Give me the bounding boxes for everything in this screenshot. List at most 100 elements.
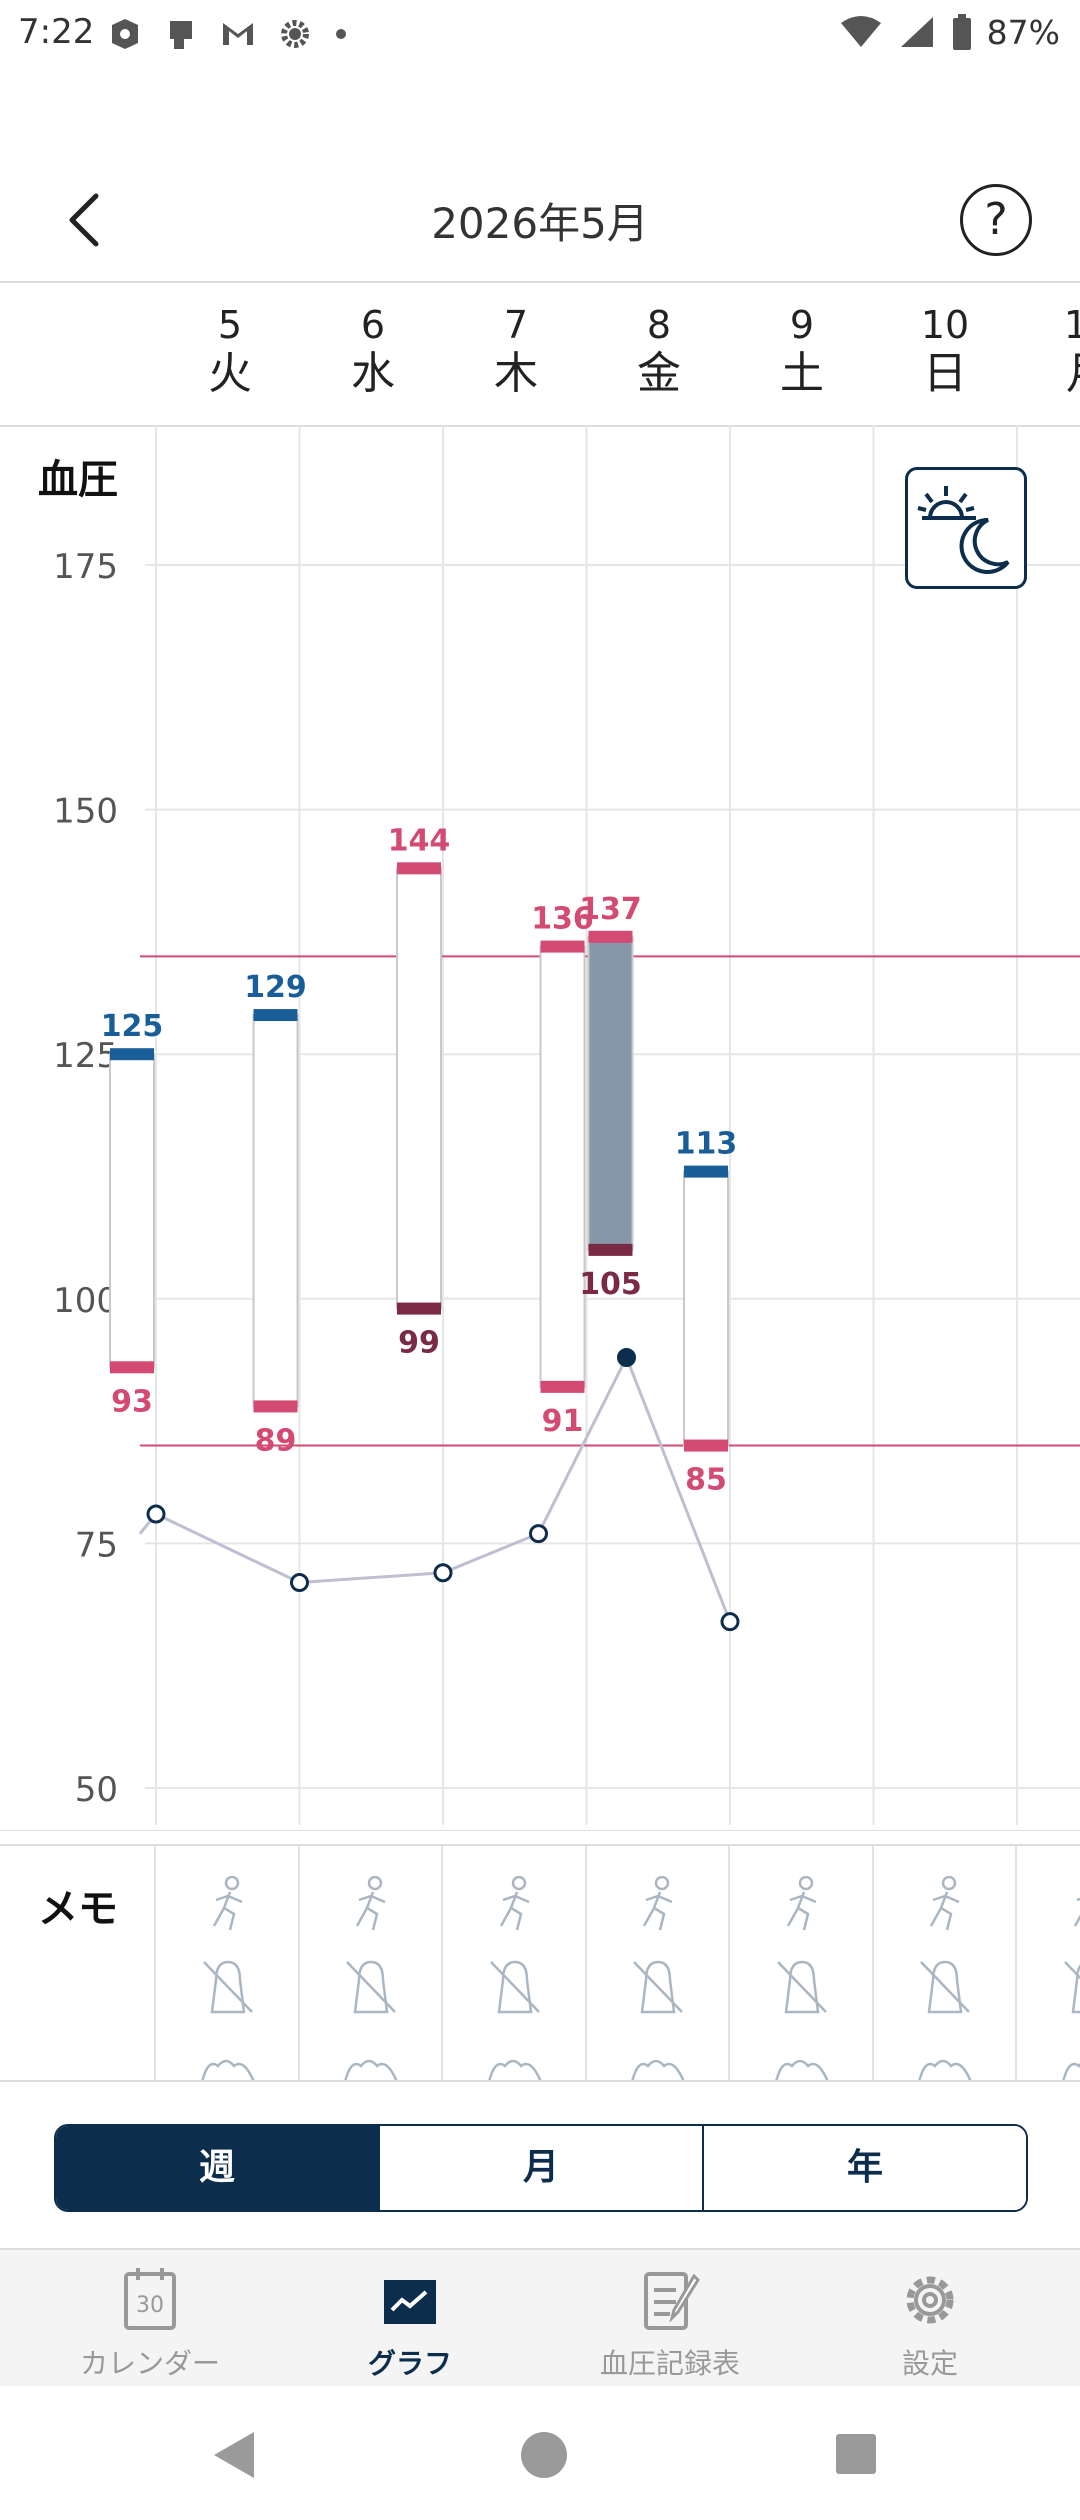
day-strip: 5火 6水 7木 8金 9土 10日 11月 xyxy=(0,281,1080,427)
system-icons: 87% xyxy=(839,12,1060,52)
day-column-header[interactable]: 11月 xyxy=(1038,303,1080,401)
settings-icon xyxy=(906,2276,954,2324)
memo-day-column[interactable] xyxy=(441,1846,586,2082)
memo-day-column[interactable] xyxy=(154,1846,299,2082)
diastolic-marker xyxy=(253,1400,298,1413)
pulse-point xyxy=(146,1504,166,1524)
bp-bar-morning xyxy=(396,867,442,1310)
memo-day-column[interactable] xyxy=(584,1846,730,2082)
diastolic-label: 93 xyxy=(111,1384,153,1419)
tab-graph-label: グラフ xyxy=(367,2347,452,2380)
segment-week[interactable]: 週 xyxy=(56,2126,378,2210)
systolic-marker xyxy=(110,1048,154,1061)
meal-icon xyxy=(487,2059,542,2082)
chart-canvas[interactable]: 175 150 125 100 75 50 125 93 129 89 144 99 136 91 137 1… xyxy=(0,425,1080,1831)
no-salt-icon xyxy=(489,1960,540,2014)
tab-settings[interactable]: 設定 xyxy=(795,2250,1065,2388)
gmail-icon xyxy=(223,23,253,45)
memo-day-column[interactable] xyxy=(871,1846,1017,2082)
exercise-icon xyxy=(642,1876,673,1931)
bp-bar-evening xyxy=(587,935,634,1251)
systolic-marker xyxy=(253,1009,298,1022)
exercise-icon xyxy=(929,1876,960,1931)
day-weekday: 水 xyxy=(351,348,395,399)
diastolic-label: 105 xyxy=(579,1267,642,1302)
systolic-label: 144 xyxy=(388,823,451,858)
signal-icon xyxy=(900,17,933,47)
nav-home-icon[interactable] xyxy=(519,2430,569,2480)
graph-icon xyxy=(384,2280,436,2324)
pulse-point xyxy=(529,1524,548,1544)
memo-day-column[interactable] xyxy=(1015,1846,1080,2082)
no-salt-icon xyxy=(776,1960,827,2014)
systolic-label: 113 xyxy=(675,1127,738,1162)
systolic-label: 125 xyxy=(101,1009,164,1044)
day-column-header[interactable]: 10 日 xyxy=(895,303,995,401)
memo-day-column[interactable] xyxy=(728,1846,873,2082)
page-title: 2026年5月 xyxy=(431,199,649,248)
y-tick-label: 100 xyxy=(53,1281,118,1321)
bp-bar-morning xyxy=(109,1053,155,1369)
pulse-line xyxy=(138,1353,732,1623)
y-tick-label: 125 xyxy=(53,1036,118,1076)
tab-calendar[interactable]: 30 カレンダー xyxy=(15,2250,285,2388)
nav-back-icon[interactable] xyxy=(210,2430,258,2480)
bottom-tab-bar: 30 カレンダー グラフ 血圧記録表 設定 xyxy=(0,2248,1080,2388)
battery-icon xyxy=(952,14,971,50)
back-icon[interactable] xyxy=(60,190,110,250)
y-tick-label: 150 xyxy=(53,792,118,832)
no-salt-icon xyxy=(920,1960,970,2014)
exercise-icon xyxy=(212,1876,242,1931)
memo-day-column[interactable] xyxy=(297,1846,443,2082)
blood-pressure-chart: 血圧 175 150 125 100 75 50 125 93 129 89 144 99 136 91 1… xyxy=(0,425,1080,1831)
record-icon xyxy=(644,2272,700,2330)
meal-icon xyxy=(630,2059,686,2082)
day-weekday: 金 xyxy=(637,348,681,399)
segment-year[interactable]: 年 xyxy=(702,2126,1026,2210)
day-number: 11 xyxy=(1038,303,1080,347)
bp-bar-morning xyxy=(252,1014,299,1408)
system-nav-bar xyxy=(0,2386,1080,2520)
day-number: 9 xyxy=(789,303,815,347)
nav-recents-icon[interactable] xyxy=(834,2432,878,2476)
sun-moon-icon xyxy=(917,486,1010,574)
day-weekday: 日 xyxy=(923,348,967,399)
exercise-icon xyxy=(786,1876,816,1931)
chart-title: 血圧 xyxy=(38,457,118,503)
status-bar: 7:22 87% xyxy=(0,0,1080,70)
tab-record[interactable]: 血圧記録表 xyxy=(535,2250,805,2388)
status-time: 7:22 xyxy=(18,12,95,52)
exercise-icon xyxy=(355,1876,386,1931)
day-weekday: 月 xyxy=(1038,347,1080,401)
memo-title: メモ xyxy=(38,1886,118,1932)
diastolic-marker xyxy=(540,1380,585,1393)
systolic-marker xyxy=(588,930,633,943)
period-selector-area: 週 月 年 xyxy=(0,2080,1080,2250)
period-segmented-control: 週 月 年 xyxy=(54,2124,1028,2212)
help-icon[interactable]: ? xyxy=(960,184,1032,256)
y-tick-label: 75 xyxy=(75,1525,118,1565)
no-salt-icon xyxy=(633,1960,683,2014)
day-number: 6 xyxy=(360,303,386,347)
y-tick-label: 50 xyxy=(75,1770,118,1810)
bp-bar-morning xyxy=(539,945,586,1388)
day-number: 7 xyxy=(503,303,529,347)
diastolic-marker xyxy=(684,1439,728,1452)
pulse-point xyxy=(433,1563,453,1583)
diastolic-label: 99 xyxy=(398,1326,440,1361)
pulse-point xyxy=(290,1573,309,1593)
systolic-marker xyxy=(540,940,585,953)
dot-icon xyxy=(336,29,346,39)
no-salt-icon xyxy=(346,1960,396,2014)
tab-graph[interactable]: グラフ xyxy=(275,2250,545,2388)
segment-month[interactable]: 月 xyxy=(378,2126,702,2210)
day-night-toggle-button[interactable] xyxy=(905,467,1027,589)
day-number: 10 xyxy=(920,303,970,347)
tab-calendar-label: カレンダー xyxy=(79,2347,220,2380)
meal-icon xyxy=(343,2059,399,2082)
